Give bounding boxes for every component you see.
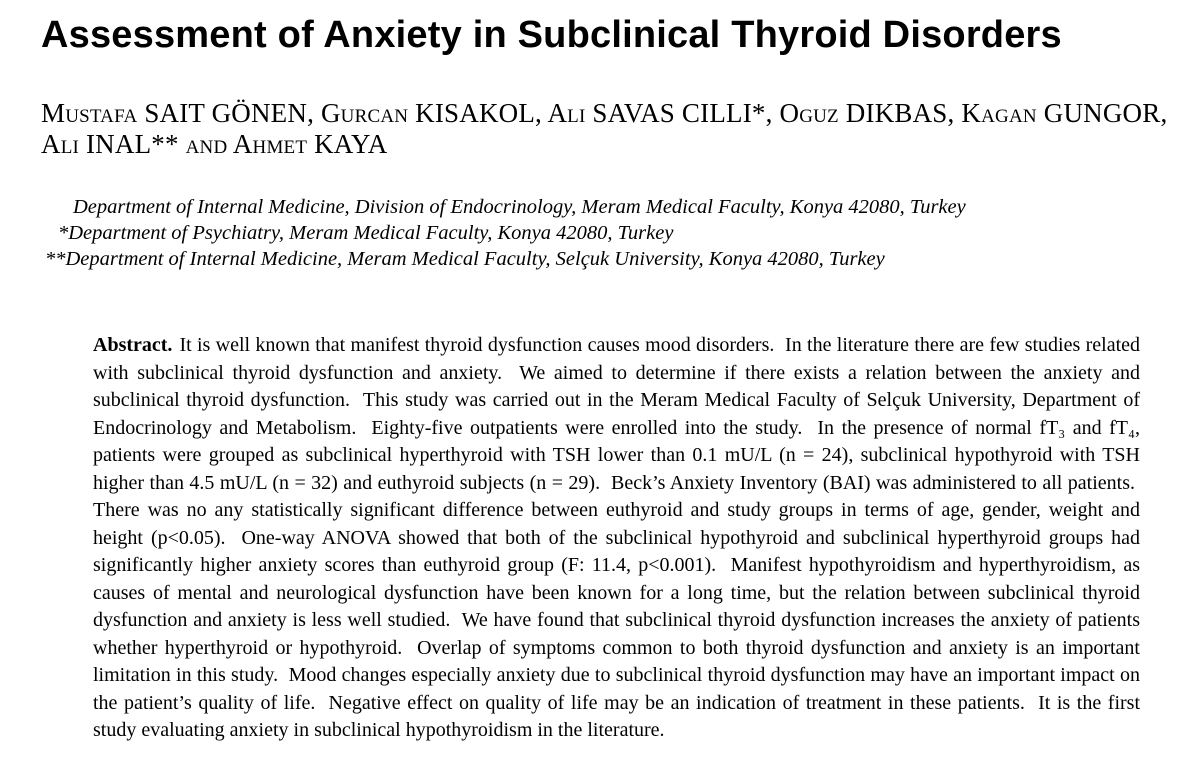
author-line-2: Ali INAL** and Ahmet KAYA bbox=[41, 129, 388, 159]
affiliation-3: **Department of Internal Medicine, Meram… bbox=[41, 246, 1200, 272]
affiliation-3-marker: ** bbox=[45, 248, 66, 270]
journal-article-page: Assessment of Anxiety in Subclinical Thy… bbox=[0, 12, 1200, 784]
affiliation-1-text: Department of Internal Medicine, Divisio… bbox=[73, 196, 966, 218]
affiliation-list: Department of Internal Medicine, Divisio… bbox=[41, 194, 1200, 272]
affiliation-3-text: Department of Internal Medicine, Meram M… bbox=[65, 248, 885, 270]
abstract-label: Abstract. bbox=[93, 334, 173, 356]
affiliation-2-marker: * bbox=[58, 222, 69, 244]
author-line-1: Mustafa SAIT GÖNEN, Gurcan KISAKOL, Ali … bbox=[41, 98, 1168, 128]
affiliation-2: *Department of Psychiatry, Meram Medical… bbox=[41, 220, 1200, 246]
abstract-text: It is well known that manifest thyroid d… bbox=[93, 334, 1140, 741]
article-title: Assessment of Anxiety in Subclinical Thy… bbox=[41, 14, 1062, 56]
affiliation-1: Department of Internal Medicine, Divisio… bbox=[41, 194, 1200, 220]
abstract-paragraph: Abstract. It is well known that manifest … bbox=[93, 332, 1140, 745]
author-list: Mustafa SAIT GÖNEN, Gurcan KISAKOL, Ali … bbox=[41, 98, 1200, 160]
affiliation-2-text: Department of Psychiatry, Meram Medical … bbox=[68, 222, 674, 244]
